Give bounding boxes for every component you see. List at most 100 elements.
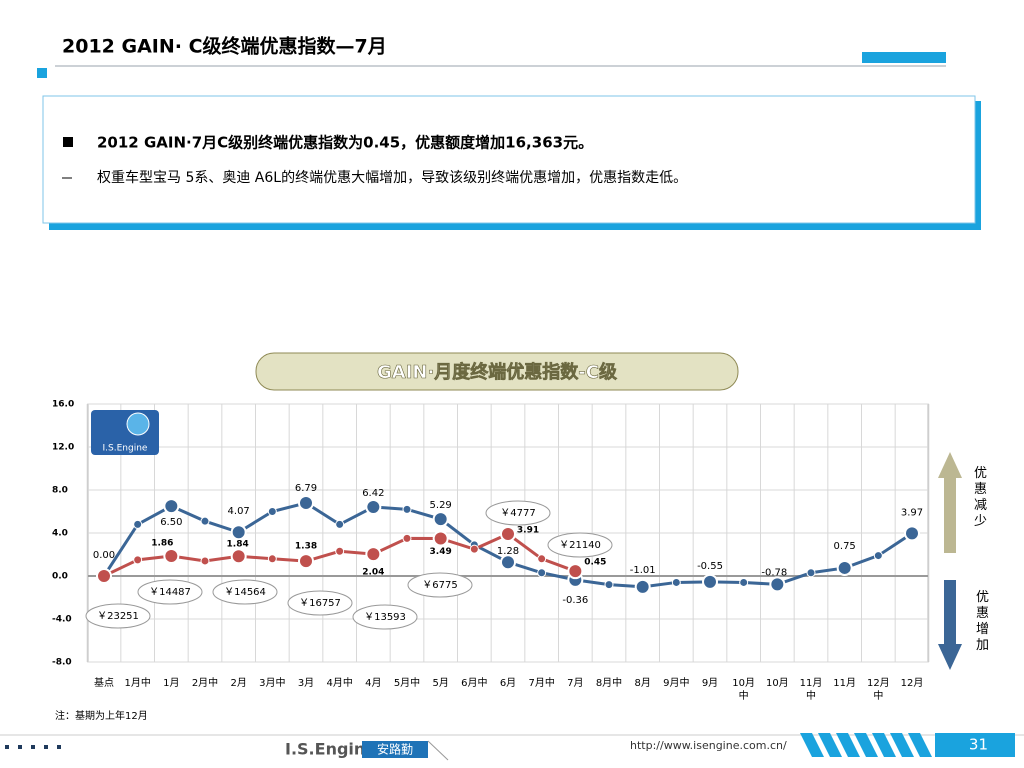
page-number: 31: [969, 736, 988, 754]
annotation: ￥16757: [299, 598, 341, 609]
x-tick-label: 9月中: [663, 678, 690, 689]
chart-title: GAIN·月度终端优惠指数-C级: [377, 361, 618, 383]
x-tick-label: 5月中: [393, 678, 421, 689]
point: [298, 495, 314, 512]
point: [500, 554, 516, 571]
point: [671, 577, 681, 587]
arrow-up-label: 优惠减少: [974, 466, 988, 529]
summary-bullet: 2012 GAIN·7月C级别终端优惠指数为0.45，优惠额度增加16,363元…: [97, 134, 593, 152]
title-square: [37, 68, 47, 78]
annotation-bubble: [352, 604, 418, 630]
point: [200, 556, 210, 566]
x-tick-label: 12月中: [866, 678, 890, 702]
annotation: ￥4777: [500, 508, 535, 519]
point: [739, 577, 749, 587]
x-tick-label: 10月: [765, 678, 789, 689]
annotation-bubble: [212, 579, 278, 605]
value-label: 6.50: [160, 517, 182, 528]
footer-brand: I.S.Engine: [285, 740, 376, 759]
value-label: -0.78: [761, 567, 787, 578]
point: [365, 498, 382, 515]
value-label: 2.04: [362, 568, 384, 578]
value-label: 3.91: [517, 525, 539, 535]
x-tick-label: 3月中: [259, 678, 286, 689]
arrow-up: [938, 452, 962, 553]
summary-box: [42, 95, 976, 224]
value-label: 0.75: [834, 541, 856, 552]
x-tick-label: 10月中: [732, 678, 756, 702]
y-tick-label: 8.0: [52, 486, 68, 496]
point: [298, 553, 314, 570]
logo-text: I.S.Engine: [103, 444, 148, 454]
point: [335, 519, 345, 529]
chart: -8.0 -4.0 0.0 4.0 8.0 12.0 16.0 0.00 6.50 4.07 6.7…: [52, 400, 930, 668]
y-tick-label: -8.0: [52, 658, 72, 668]
point: [432, 511, 449, 528]
slide-title: 2012 GAIN· C级终端优惠指数—7月: [62, 35, 387, 58]
footer-dots: [5, 745, 61, 749]
point: [163, 548, 180, 565]
point: [200, 516, 210, 526]
point: [133, 555, 143, 565]
point: [267, 507, 277, 516]
value-label: 5.29: [430, 500, 452, 511]
arrow-down: [938, 580, 962, 670]
value-label: 0.45: [584, 558, 606, 568]
point: [537, 554, 547, 564]
x-tick-label: 4月中: [326, 678, 353, 689]
value-label: 6.79: [295, 483, 317, 494]
point: [230, 524, 247, 541]
x-tick-label: 2月: [230, 678, 247, 689]
x-tick-label: 8月中: [595, 678, 623, 689]
value-label: -1.01: [630, 565, 656, 576]
annotation: ￥14487: [149, 587, 191, 598]
page-box: [935, 733, 1015, 757]
y-tick-label: 16.0: [52, 400, 74, 410]
chart-title-pill: [255, 352, 739, 391]
value-label: 0.00: [93, 550, 115, 561]
x-tick-label: 7月中: [528, 678, 555, 689]
value-label: 1.38: [295, 542, 317, 552]
x-tick-label: 1月中: [124, 678, 151, 689]
x-tick-label: 4月: [365, 678, 382, 689]
footer-slash: [427, 740, 449, 761]
annotation-bubble: [287, 590, 353, 616]
value-label: 3.49: [430, 547, 452, 557]
footer-brand-box: [362, 741, 428, 758]
point: [904, 525, 920, 542]
value-label: 1.86: [151, 539, 173, 549]
annotation-bubble: [85, 603, 151, 629]
x-tick-label: 2月中: [191, 678, 219, 689]
point: [836, 559, 853, 576]
summary-detail: 权重车型宝马 5系、奥迪 A6L的终端优惠大幅增加，导致该级别终端优惠增加，优惠…: [97, 169, 687, 186]
annotation: ￥6775: [422, 580, 457, 591]
chart-note: 注：基期为上年12月: [55, 709, 148, 722]
x-tick-label: 12月: [900, 678, 924, 689]
point: [163, 498, 180, 515]
point: [634, 578, 651, 595]
x-tick-label: 6月: [499, 678, 517, 689]
arrow-down-label: 优惠增加: [976, 590, 990, 653]
value-label: 3.97: [901, 507, 923, 518]
point: [133, 519, 143, 529]
x-tick-label: 5月: [432, 678, 449, 689]
value-label: 1.84: [227, 540, 249, 550]
x-tick-label: 9月: [701, 678, 719, 689]
value-label: 1.28: [497, 546, 519, 557]
footer-url: http://www.isengine.com.cn/: [630, 739, 787, 752]
point: [96, 568, 112, 584]
point: [230, 548, 247, 565]
y-tick-label: 4.0: [52, 529, 68, 539]
point: [432, 530, 449, 547]
footer-brand-cn: 安路勤: [377, 742, 413, 757]
value-label: -0.36: [562, 595, 588, 606]
y-tick-label: 12.0: [52, 443, 74, 453]
annotation-bubble: [137, 579, 203, 605]
annotation: ￥21140: [559, 540, 601, 551]
annotation-bubble: [485, 500, 551, 526]
point: [604, 580, 614, 590]
point: [537, 568, 547, 578]
x-tick-label: 6月中: [461, 678, 488, 689]
annotation: ￥23251: [97, 611, 139, 622]
